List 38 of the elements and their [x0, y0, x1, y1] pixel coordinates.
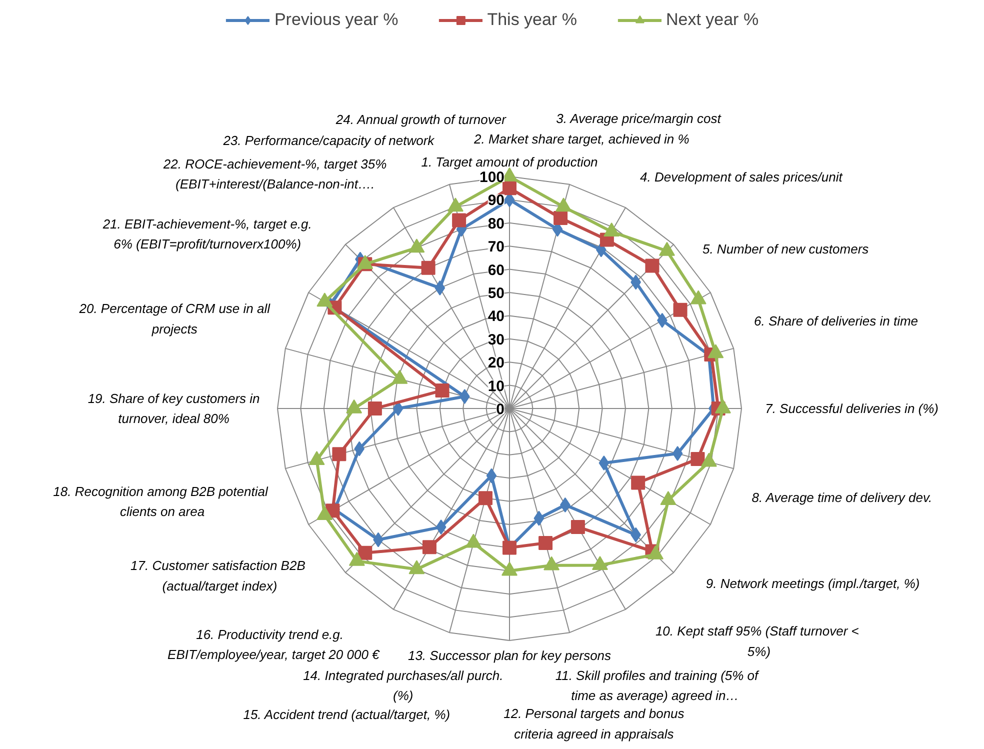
spoke-label: 15. Accident trend (actual/target, %) [243, 706, 450, 722]
y-tick-label: 90 [488, 192, 505, 210]
spoke-label: 4. Development of sales prices/unit [640, 169, 844, 184]
y-tick-label: 100 [479, 169, 505, 186]
y-tick-label: 70 [488, 238, 505, 256]
spoke-label: 16. Productivity trend e.g. EBIT/employee/year, target 20 000 € [168, 626, 380, 662]
spoke-label: 23. Performance/capacity of network [222, 132, 436, 148]
spoke-label: 19. Share of key customers in turnover, ideal 80% [88, 390, 260, 426]
spoke-label: 5. Number of new customers [702, 242, 870, 257]
spoke-label: 24. Annual growth of turnover [334, 112, 507, 128]
spoke-label: 2. Market share target, achieved in % [472, 132, 690, 147]
spoke-label: 13. Successor plan for key persons [408, 648, 612, 663]
spoke-label: 11. Skill profiles and training (5% of time as average) agreed in… [555, 668, 760, 704]
spoke-label: 10. Kept staff 95% (Staff turnover < 5%) [655, 624, 860, 659]
y-tick-label: 60 [488, 262, 505, 279]
spoke-label: 20. Percentage of CRM use in all projects [78, 301, 272, 336]
spoke-label: 18. Recognition among B2B potential clients on area [53, 484, 269, 520]
spoke-label: 6. Share of deliveries in time [754, 314, 918, 329]
y-tick-label: 10 [488, 378, 505, 395]
y-tick-label: 40 [488, 308, 505, 326]
legend-label: This year % [487, 10, 577, 30]
legend-label: Previous year % [274, 10, 398, 30]
spoke-label: 8. Average time of delivery dev. [752, 490, 932, 506]
y-tick-label: 0 [496, 401, 504, 418]
y-tick-label: 80 [488, 215, 505, 232]
spoke-label: 12. Personal targets and bonus criteria agreed in appraisals [504, 706, 685, 742]
spoke-label: 9. Network meetings (impl./target, %) [706, 576, 920, 592]
y-tick-label: 20 [488, 354, 505, 372]
spoke-label: 22. ROCE-achievement-%, target 35% (EBIT+interest/(Balance-non-int…. [162, 156, 387, 192]
spoke-label: 21. EBIT-achievement-%, target e.g. 6% (EBIT=profit/turnoverx100%) [102, 216, 312, 252]
y-tick-label: 50 [488, 285, 505, 302]
spoke-label: 7. Successful deliveries in (%) [765, 401, 939, 416]
y-tick-label: 30 [488, 331, 505, 348]
spoke-label: 3. Average price/margin cost [556, 110, 722, 126]
legend-label: Next year % [666, 10, 759, 30]
spoke-label: 1. Target amount of production [421, 154, 598, 170]
spoke-label: 17. Customer satisfaction B2B (actual/target index) [130, 558, 306, 594]
spoke-label: 14. Integrated purchases/all purch. (%) [303, 668, 504, 704]
